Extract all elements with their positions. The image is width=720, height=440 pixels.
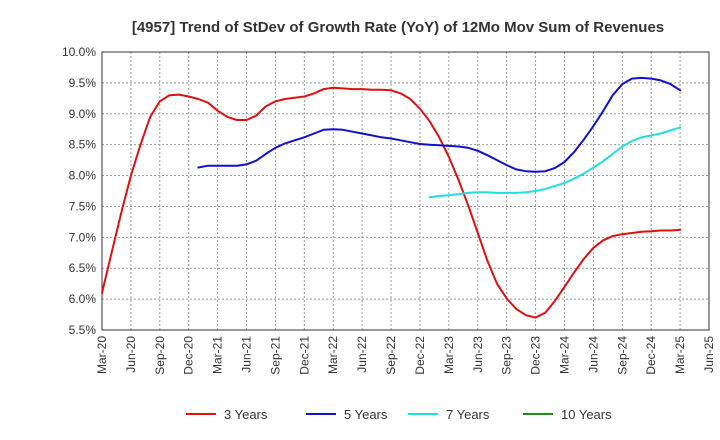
y-tick-label: 6.0%: [69, 292, 97, 306]
y-tick-label: 7.0%: [69, 230, 97, 244]
x-tick-label: Mar-25: [673, 336, 687, 374]
x-tick-label: Dec-22: [413, 336, 427, 375]
y-tick-label: 6.5%: [69, 261, 97, 275]
x-tick-label: Mar-24: [557, 336, 571, 374]
y-tick-label: 10.0%: [62, 45, 96, 59]
legend-label: 10 Years: [561, 407, 612, 422]
x-tick-label: Jun-23: [471, 336, 485, 373]
x-tick-label: Dec-24: [644, 336, 658, 375]
x-tick-label: Jun-20: [124, 336, 138, 373]
x-tick-label: Mar-21: [211, 336, 225, 374]
x-tick-label: Jun-24: [586, 336, 600, 373]
x-axis: Mar-20 Jun-20 Sep-20 Dec-20 Mar-21 Jun-21 Sep-…: [95, 336, 716, 375]
series-line-3-years: [101, 86, 682, 319]
x-tick-label: Jun-22: [355, 336, 369, 373]
x-tick-label: Sep-24: [615, 336, 629, 375]
x-tick-label: Sep-20: [153, 336, 167, 375]
plot-area-frame: [101, 51, 710, 331]
series-line-5-years: [197, 76, 682, 173]
x-tick-label: Dec-20: [182, 336, 196, 375]
chart-title: [4957] Trend of StDev of Growth Rate (Yo…: [132, 19, 664, 36]
grid-layer: [101, 51, 710, 331]
x-tick-label: Jun-21: [240, 336, 254, 373]
x-tick-label: Sep-21: [268, 336, 282, 375]
series-layer: [101, 76, 682, 319]
x-tick-label: Dec-21: [297, 336, 311, 375]
x-tick-label: Dec-23: [529, 336, 543, 375]
y-tick-label: 5.5%: [69, 323, 97, 337]
legend-label: 7 Years: [446, 407, 490, 422]
x-tick-label: Sep-23: [500, 336, 514, 375]
legend: 3 Years 5 Years 7 Years 10 Years: [186, 407, 612, 422]
y-tick-label: 9.0%: [69, 107, 97, 121]
legend-label: 3 Years: [224, 407, 268, 422]
legend-label: 5 Years: [344, 407, 388, 422]
x-tick-label: Sep-22: [384, 336, 398, 375]
y-axis: 10.0% 9.5% 9.0% 8.5% 8.0% 7.5% 7.0% 6.5% 6.0% 5.5…: [62, 45, 96, 337]
series-line-7-years: [428, 126, 682, 199]
x-tick-label: Jun-25: [702, 336, 716, 373]
y-tick-label: 7.5%: [69, 199, 97, 213]
x-tick-label: Mar-20: [95, 336, 109, 374]
x-tick-label: Mar-22: [326, 336, 340, 374]
x-tick-label: Mar-23: [442, 336, 456, 374]
y-tick-label: 8.0%: [69, 169, 97, 183]
y-tick-label: 8.5%: [69, 138, 97, 152]
y-tick-label: 9.5%: [69, 76, 97, 90]
